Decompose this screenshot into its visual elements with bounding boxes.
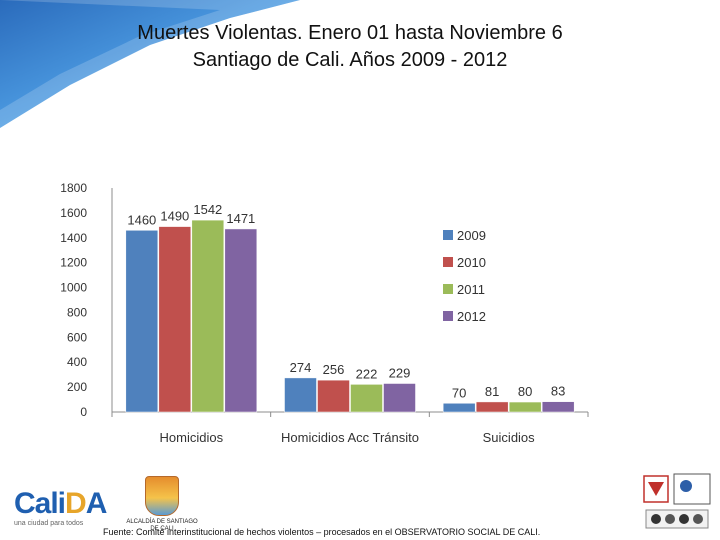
legend-label-2010: 2010	[457, 255, 486, 270]
data-label-2010-1: 1490	[160, 209, 189, 224]
data-label-2009-2: 274	[290, 360, 312, 375]
category-label: Homicidios	[160, 430, 224, 445]
bar-2009-1	[125, 230, 159, 413]
category-label: Suicidios	[483, 430, 536, 445]
bar-2012-3	[541, 401, 575, 413]
calida-brand-text: CaliDA	[14, 487, 107, 520]
data-label-2011-3: 80	[518, 384, 532, 399]
data-label-2012-1: 1471	[226, 211, 255, 226]
legend-label-2009: 2009	[457, 228, 486, 243]
legend-swatch-2009	[443, 230, 453, 240]
legend-swatch-2011	[443, 284, 453, 294]
category-label: Homicidios Acc Tránsito	[281, 430, 419, 445]
bar-2010-2	[317, 379, 350, 413]
bar-2012-2	[383, 383, 416, 413]
data-label-2011-1: 1542	[193, 202, 222, 217]
partner-logo-blue-icon	[673, 473, 711, 505]
y-tick-label: 600	[67, 330, 87, 344]
partner-mark-1-icon	[651, 514, 661, 524]
bar-2011-3	[508, 401, 542, 413]
data-label-2012-2: 229	[389, 366, 411, 381]
data-label-2010-2: 256	[323, 362, 345, 377]
y-tick-label: 1000	[60, 281, 87, 295]
partner-blue-shape	[680, 480, 692, 492]
legend-label-2011: 2011	[457, 282, 485, 297]
legend-label-2012: 2012	[457, 309, 486, 324]
title-line-1: Muertes Violentas. Enero 01 hasta Noviem…	[137, 22, 563, 44]
y-tick-label: 1800	[60, 181, 87, 195]
corner-banner	[0, 0, 300, 128]
bar-2011-2	[350, 384, 383, 413]
partner-logo-row-icon	[645, 509, 709, 529]
y-tick-label: 1400	[60, 231, 87, 245]
bar-2011-1	[191, 219, 225, 413]
partner-mark-2-icon	[665, 514, 675, 524]
y-tick-label: 400	[67, 355, 87, 369]
data-label-2011-2: 222	[356, 366, 378, 381]
calida-tagline: una ciudad para todos	[14, 520, 84, 527]
bar-2009-3	[442, 403, 476, 413]
y-tick-label: 0	[80, 405, 87, 419]
legend-swatch-2012	[443, 311, 453, 321]
bar-2012-1	[224, 228, 258, 413]
alcaldia-logo: ALCALDÍA DE SANTIAGO DE CALI	[124, 476, 200, 534]
alcaldia-crest-icon	[145, 476, 179, 516]
partner-red-shape	[648, 482, 664, 496]
title-line-2: Santiago de Cali. Años 2009 - 2012	[192, 49, 508, 71]
partner-mark-3-icon	[679, 514, 689, 524]
source-note: Fuente: Comité interinstitucional de hec…	[103, 527, 541, 537]
alcaldia-text: ALCALDÍA DE SANTIAGO DE CALI	[126, 519, 198, 532]
y-tick-label: 200	[67, 380, 87, 394]
data-label-2010-3: 81	[485, 384, 499, 399]
partner-logos	[643, 473, 711, 529]
legend-swatch-2010	[443, 257, 453, 267]
data-label-2012-3: 83	[551, 384, 565, 399]
data-label-2009-1: 1460	[127, 212, 156, 227]
data-label-2009-3: 70	[452, 385, 466, 400]
bar-2010-3	[475, 401, 509, 413]
calida-logo: CaliDA una ciudad para todos	[14, 488, 124, 528]
slide-title: Muertes Violentas. Enero 01 hasta Noviem…	[40, 20, 660, 74]
y-tick-label: 1600	[60, 206, 87, 220]
bar-2009-2	[284, 377, 317, 413]
y-tick-label: 1200	[60, 256, 87, 270]
y-tick-label: 800	[67, 305, 87, 319]
partner-mark-4-icon	[693, 514, 703, 524]
bar-2010-1	[158, 226, 192, 413]
